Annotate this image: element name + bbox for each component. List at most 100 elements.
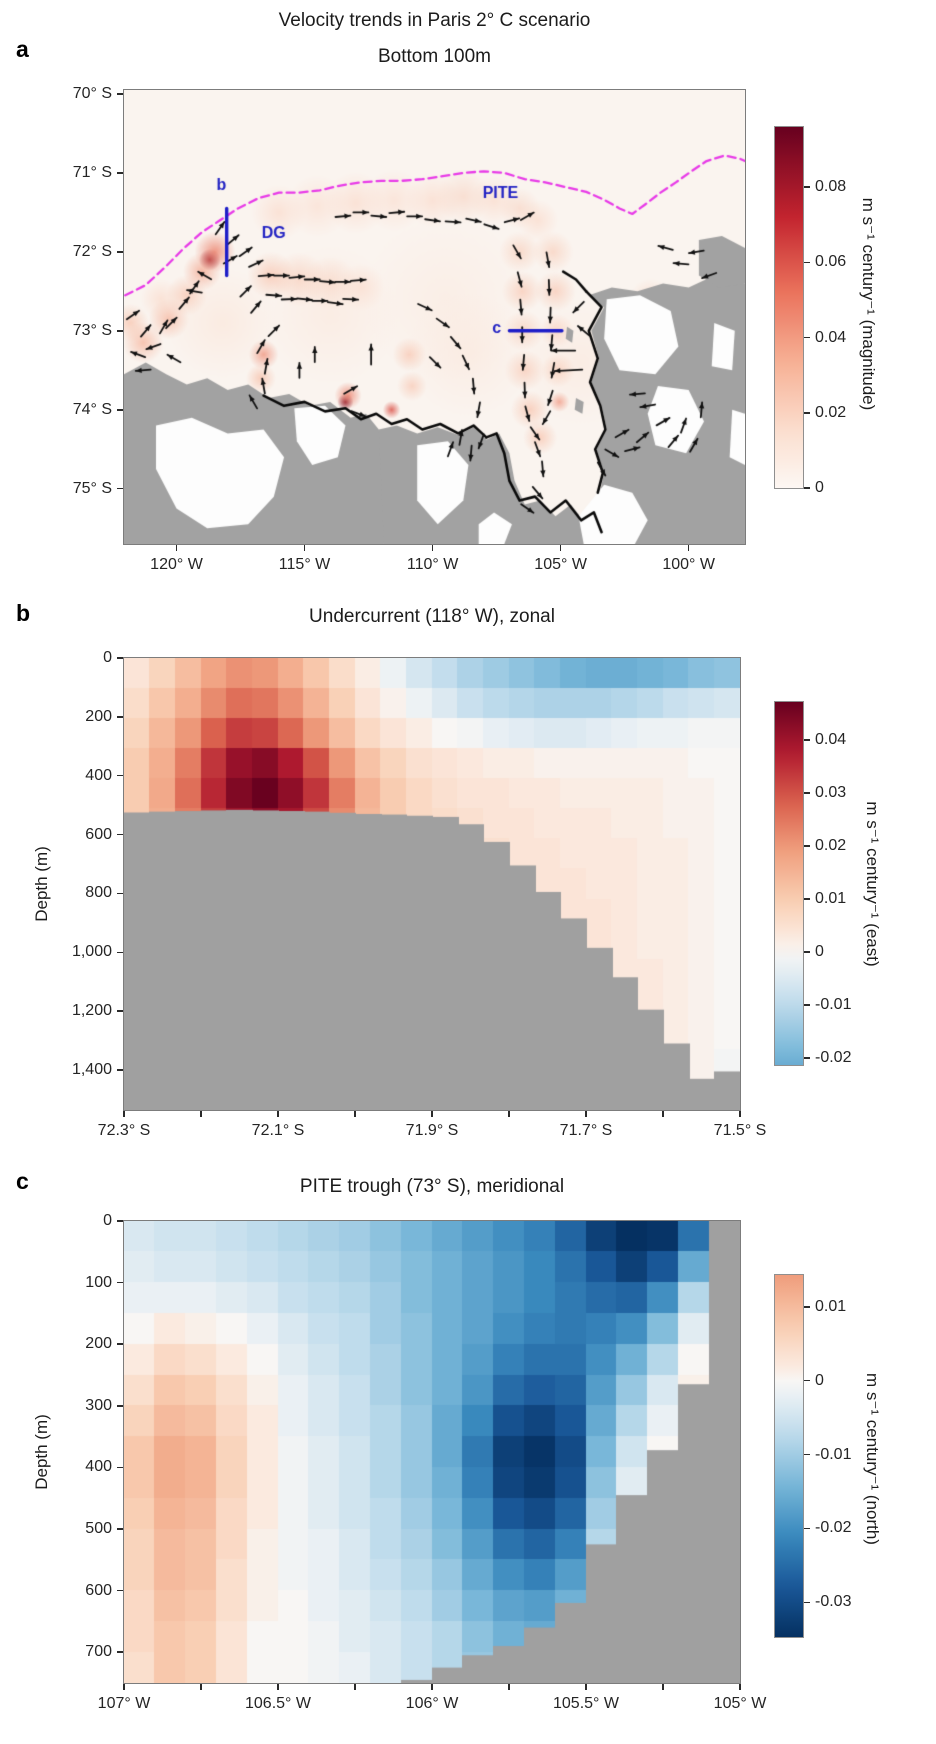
panel-a-letter: a xyxy=(16,36,29,62)
x-tick-label: 100° W xyxy=(662,556,715,573)
y-tick-label: 0 xyxy=(103,649,112,666)
axis-tick-mark xyxy=(804,951,810,953)
x-tick-label: 105° W xyxy=(713,1695,767,1712)
axis-tick-mark xyxy=(585,1111,587,1117)
axis-tick-mark xyxy=(354,1684,356,1690)
axis-tick-mark xyxy=(662,1111,664,1117)
colorbar-tick-label: 0 xyxy=(815,943,824,961)
x-tick-label: 72.1° S xyxy=(251,1122,305,1139)
y-tick-label: 100 xyxy=(85,1273,112,1291)
colorbar-tick-label: 0.01 xyxy=(815,1297,847,1315)
y-tick-label: 74° S xyxy=(72,400,112,418)
x-tick-label: 107° W xyxy=(97,1695,151,1712)
panel-b-colorbar-label: m s⁻¹ century⁻¹ (east) xyxy=(863,801,882,967)
colorbar-tick-label: 0.04 xyxy=(815,731,847,749)
axis-tick-mark xyxy=(117,172,123,174)
x-tick-label: 115° W xyxy=(278,556,331,573)
axis-tick-mark xyxy=(117,1589,123,1592)
axis-tick-mark xyxy=(117,657,123,659)
colorbar-tick-label: 0.06 xyxy=(815,253,847,271)
axis-tick-mark xyxy=(117,251,123,253)
axis-tick-mark xyxy=(804,1057,810,1059)
panel-c-title: PITE trough (73° S), meridional xyxy=(299,1176,565,1197)
y-tick-label: 71° S xyxy=(72,163,112,181)
axis-tick-mark xyxy=(117,487,123,490)
axis-tick-mark xyxy=(585,1684,587,1690)
axis-tick-mark xyxy=(117,330,123,332)
section-c-canvas xyxy=(124,1221,740,1683)
x-tick-label: 71.7° S xyxy=(559,1122,613,1139)
axis-tick-mark xyxy=(804,487,810,489)
y-tick-label: 200 xyxy=(85,707,112,725)
axis-tick-mark xyxy=(804,1379,810,1382)
axis-tick-mark xyxy=(431,545,434,551)
panel-a-subtitle: Bottom 100m xyxy=(378,46,491,67)
y-tick-label: 72° S xyxy=(72,242,112,260)
axis-tick-mark xyxy=(508,1111,510,1117)
panel-c-colorbar-label: m s⁻¹ century⁻¹ (north) xyxy=(863,1373,882,1545)
panel-a-colorbar xyxy=(774,126,804,489)
x-tick-label: 105° W xyxy=(534,556,587,573)
axis-tick-mark xyxy=(117,833,123,836)
colorbar-tick-label: -0.02 xyxy=(815,1049,852,1067)
colorbar-tick-label: -0.03 xyxy=(815,1593,852,1611)
y-tick-label: 300 xyxy=(85,1396,112,1414)
panel-a-colorbar-label: m s⁻¹ century⁻¹ (magnitude) xyxy=(859,197,878,411)
axis-tick-mark xyxy=(277,1684,279,1690)
y-tick-label: 800 xyxy=(85,884,112,902)
x-tick-label: 106° W xyxy=(405,1695,459,1712)
panel-c-colorbar xyxy=(774,1274,804,1638)
colorbar-tick-label: 0.01 xyxy=(815,890,847,908)
axis-tick-mark xyxy=(739,1684,741,1690)
panel-c-letter: c xyxy=(16,1168,29,1194)
axis-tick-mark xyxy=(804,1306,810,1308)
axis-tick-mark xyxy=(117,1405,123,1407)
section-b-canvas xyxy=(124,658,740,1110)
y-tick-label: 1,200 xyxy=(71,1002,112,1020)
y-tick-label: 0 xyxy=(103,1212,112,1229)
axis-tick-mark xyxy=(804,1527,810,1530)
panel-a-title: Velocity trends in Paris 2° C scenario xyxy=(278,10,591,31)
y-tick-label: 700 xyxy=(85,1643,112,1661)
y-tick-label: 1,400 xyxy=(71,1060,112,1078)
colorbar-tick-label: -0.01 xyxy=(815,996,852,1014)
map-canvas xyxy=(124,90,745,544)
panel-b-title: Undercurrent (118° W), zonal xyxy=(309,606,555,627)
colorbar-tick-label: 0 xyxy=(815,1371,824,1389)
axis-tick-mark xyxy=(354,1111,356,1117)
axis-tick-mark xyxy=(117,774,123,777)
axis-tick-mark xyxy=(117,951,123,954)
axis-tick-mark xyxy=(559,545,562,551)
axis-tick-mark xyxy=(431,1684,433,1690)
axis-tick-mark xyxy=(804,261,810,264)
y-tick-label: 600 xyxy=(85,1581,112,1599)
axis-tick-mark xyxy=(804,1601,810,1604)
axis-tick-mark xyxy=(117,1528,123,1530)
axis-tick-mark xyxy=(117,1651,123,1653)
axis-tick-mark xyxy=(117,1343,123,1345)
axis-tick-mark xyxy=(804,898,810,900)
axis-tick-mark xyxy=(804,1453,810,1456)
x-tick-label: 120° W xyxy=(150,556,203,573)
colorbar-tick-label: 0 xyxy=(815,479,824,496)
axis-tick-mark xyxy=(123,1111,125,1117)
x-tick-label: 110° W xyxy=(406,556,459,573)
axis-tick-mark xyxy=(200,1684,202,1690)
axis-tick-mark xyxy=(431,1111,433,1117)
axis-tick-mark xyxy=(117,1069,123,1071)
panel-b-colorbar xyxy=(774,701,804,1066)
x-tick-label: 71.9° S xyxy=(405,1122,459,1139)
colorbar-tick-label: -0.01 xyxy=(815,1445,852,1463)
x-tick-label: 71.5° S xyxy=(713,1122,767,1139)
axis-tick-mark xyxy=(277,1111,279,1117)
axis-tick-mark xyxy=(508,1684,510,1690)
colorbar-tick-label: -0.02 xyxy=(815,1519,852,1537)
axis-tick-mark xyxy=(804,1004,810,1006)
y-tick-label: 200 xyxy=(85,1335,112,1353)
colorbar-tick-label: 0.02 xyxy=(815,403,847,421)
colorbar-tick-label: 0.03 xyxy=(815,784,847,802)
axis-tick-mark xyxy=(804,739,810,741)
y-tick-label: 75° S xyxy=(72,479,112,497)
axis-tick-mark xyxy=(117,1466,123,1469)
panel-c-y-axis-label: Depth (m) xyxy=(32,1414,51,1490)
